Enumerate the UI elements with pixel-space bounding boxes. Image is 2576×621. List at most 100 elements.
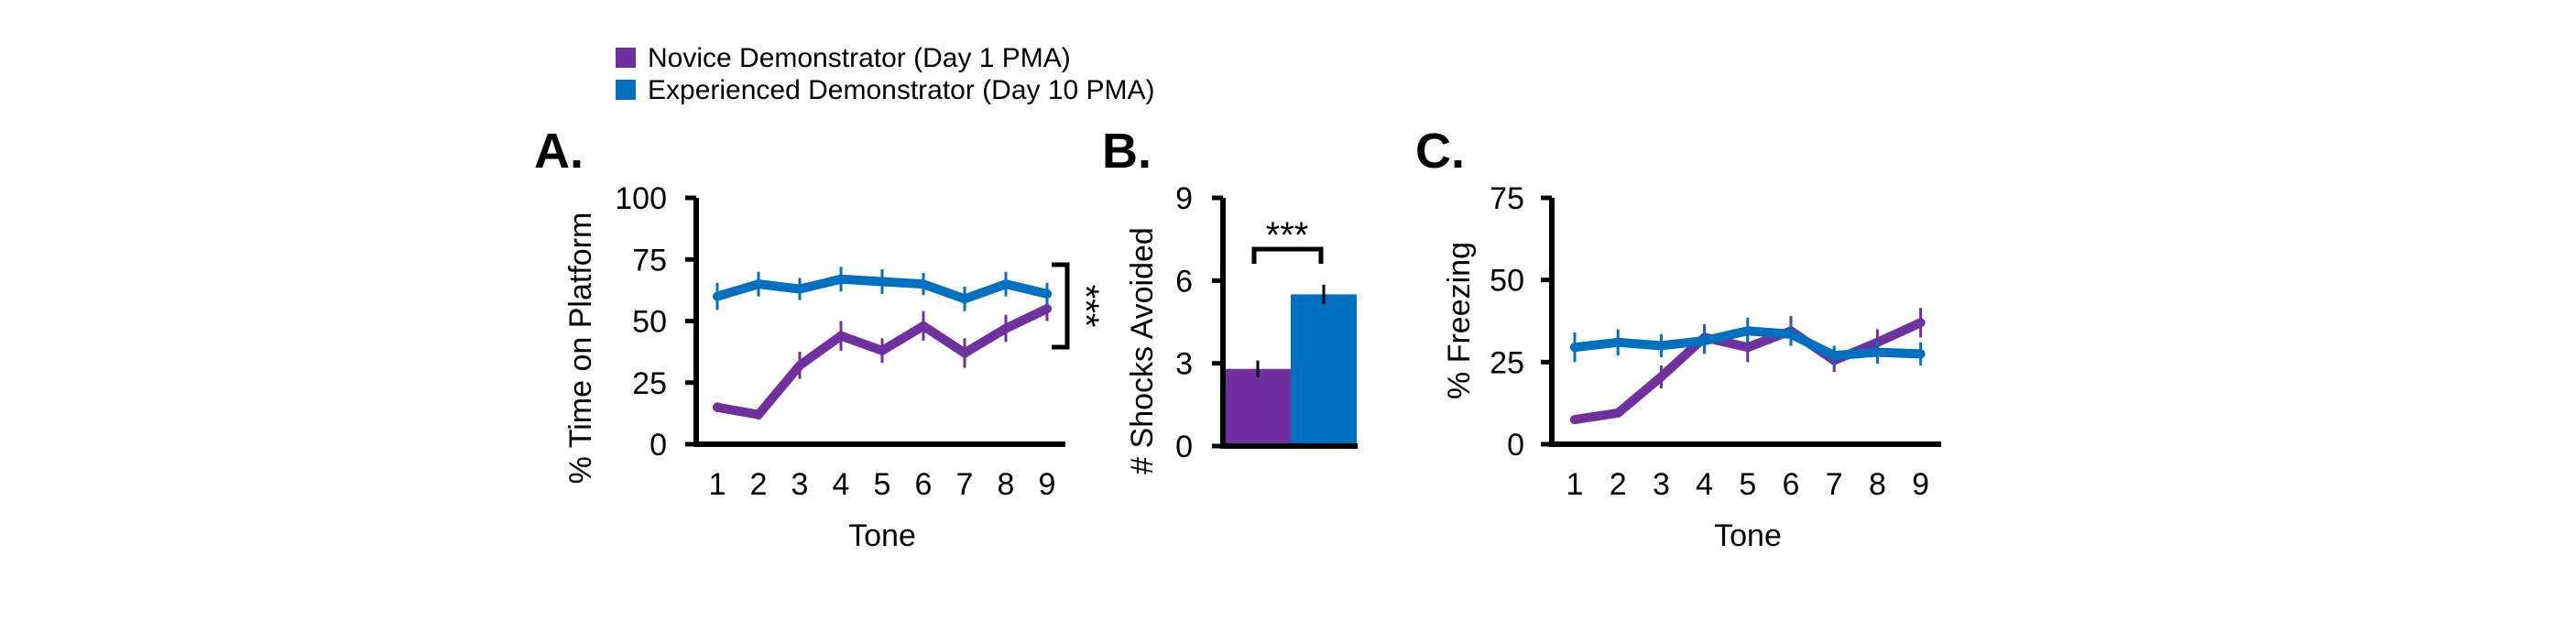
panel-c-axes — [1549, 198, 1941, 447]
panel-a-series — [713, 267, 1052, 420]
x-tick-label: 9 — [1912, 467, 1929, 502]
x-tick-label: 6 — [915, 467, 933, 502]
data-point — [1786, 329, 1796, 339]
panel-b-y-ticks: 0 3 6 9 — [1175, 181, 1223, 464]
panel-c-y-axis-title: % Freezing — [1442, 242, 1477, 399]
panel-b-axes — [1220, 198, 1358, 449]
series-novice — [713, 296, 1052, 420]
data-point — [1699, 336, 1709, 346]
data-point — [795, 284, 804, 294]
y-tick-label: 75 — [632, 243, 667, 278]
y-tick-label: 100 — [615, 181, 667, 216]
data-point — [919, 279, 928, 289]
data-point — [1042, 304, 1052, 314]
x-tick-label: 3 — [791, 467, 809, 502]
panel-c-series — [1570, 308, 1926, 425]
y-tick-label: 75 — [1490, 181, 1524, 216]
panel-a-y-ticks: 0 25 50 75 100 — [615, 181, 696, 463]
data-point — [960, 348, 969, 358]
panel-c-y-ticks: 0 25 50 75 — [1490, 181, 1552, 463]
legend: Novice Demonstrator (Day 1 PMA) Experien… — [616, 43, 1155, 105]
data-point — [919, 321, 928, 331]
legend-label-experienced: Experienced Demonstrator (Day 10 PMA) — [648, 75, 1155, 105]
panel-c-label: C. — [1415, 124, 1465, 179]
panel-b-label: B. — [1102, 124, 1152, 179]
legend-swatch-novice — [616, 48, 636, 68]
data-point — [836, 331, 846, 341]
data-point — [836, 274, 846, 284]
y-tick-label: 0 — [1175, 430, 1193, 464]
y-tick-label: 9 — [1175, 181, 1193, 216]
series-experienced — [713, 267, 1052, 311]
panel-a-y-axis-title: % Time on Platform — [563, 212, 598, 485]
data-point — [795, 360, 804, 370]
y-tick-label: 3 — [1175, 347, 1193, 382]
x-tick-label: 4 — [833, 467, 850, 502]
panel-b-y-axis-title: # Shocks Avoided — [1125, 227, 1160, 474]
data-point — [1001, 279, 1010, 289]
panel-b-bars — [1225, 284, 1357, 446]
x-tick-label: 7 — [1826, 467, 1843, 502]
legend-label-novice: Novice Demonstrator (Day 1 PMA) — [648, 43, 1071, 73]
y-tick-label: 25 — [632, 366, 667, 401]
bar-novice — [1225, 368, 1291, 446]
data-point — [1001, 323, 1010, 333]
bar-experienced — [1291, 294, 1357, 446]
data-point — [1042, 289, 1052, 299]
x-tick-label: 1 — [1566, 467, 1584, 502]
x-tick-label: 8 — [998, 467, 1015, 502]
data-point — [1916, 349, 1926, 359]
data-point — [1872, 347, 1883, 357]
data-point — [1613, 337, 1623, 347]
x-tick-label: 2 — [1610, 467, 1627, 502]
data-point — [1829, 351, 1839, 361]
data-point — [1570, 343, 1579, 353]
data-point — [754, 279, 763, 289]
legend-swatch-experienced — [616, 80, 636, 100]
data-point — [713, 291, 722, 301]
y-tick-label: 0 — [1507, 428, 1524, 463]
x-tick-label: 5 — [1739, 467, 1756, 502]
panel-b: B. # Shocks Avoided 0 3 6 9 *** — [1102, 124, 1358, 474]
x-tick-label: 7 — [956, 467, 974, 502]
panel-a-significance-stars: *** — [1065, 285, 1106, 328]
data-point — [1570, 415, 1579, 425]
y-tick-label: 0 — [649, 428, 667, 463]
panel-b-significance-stars: *** — [1266, 215, 1309, 256]
panel-a-label: A. — [534, 124, 584, 179]
x-tick-label: 6 — [1783, 467, 1800, 502]
y-tick-label: 50 — [632, 305, 667, 340]
y-tick-label: 50 — [1490, 264, 1524, 299]
x-tick-label: 8 — [1869, 467, 1886, 502]
panel-a-x-axis-title: Tone — [848, 518, 916, 553]
data-point — [1742, 343, 1752, 353]
data-point — [1656, 341, 1666, 351]
x-tick-label: 4 — [1696, 467, 1713, 502]
data-point — [1613, 408, 1623, 418]
x-tick-label: 9 — [1039, 467, 1056, 502]
data-point — [1656, 372, 1666, 382]
data-point — [713, 402, 722, 412]
panel-c-x-axis-title: Tone — [1714, 518, 1782, 553]
panel-a-significance-bracket — [1052, 262, 1070, 350]
y-tick-label: 6 — [1175, 264, 1193, 299]
panel-a-axes — [693, 198, 1065, 447]
data-point — [960, 294, 969, 304]
data-point — [754, 409, 763, 419]
series-experienced — [1570, 317, 1926, 365]
x-tick-label: 2 — [750, 467, 768, 502]
panel-b-significance-bracket — [1251, 246, 1324, 264]
data-point — [1742, 326, 1752, 336]
data-point — [1916, 318, 1926, 328]
y-tick-label: 25 — [1490, 345, 1524, 380]
x-tick-label: 5 — [874, 467, 891, 502]
data-point — [878, 345, 887, 355]
x-tick-label: 1 — [709, 467, 726, 502]
x-tick-label: 3 — [1653, 467, 1670, 502]
data-point — [878, 277, 887, 287]
